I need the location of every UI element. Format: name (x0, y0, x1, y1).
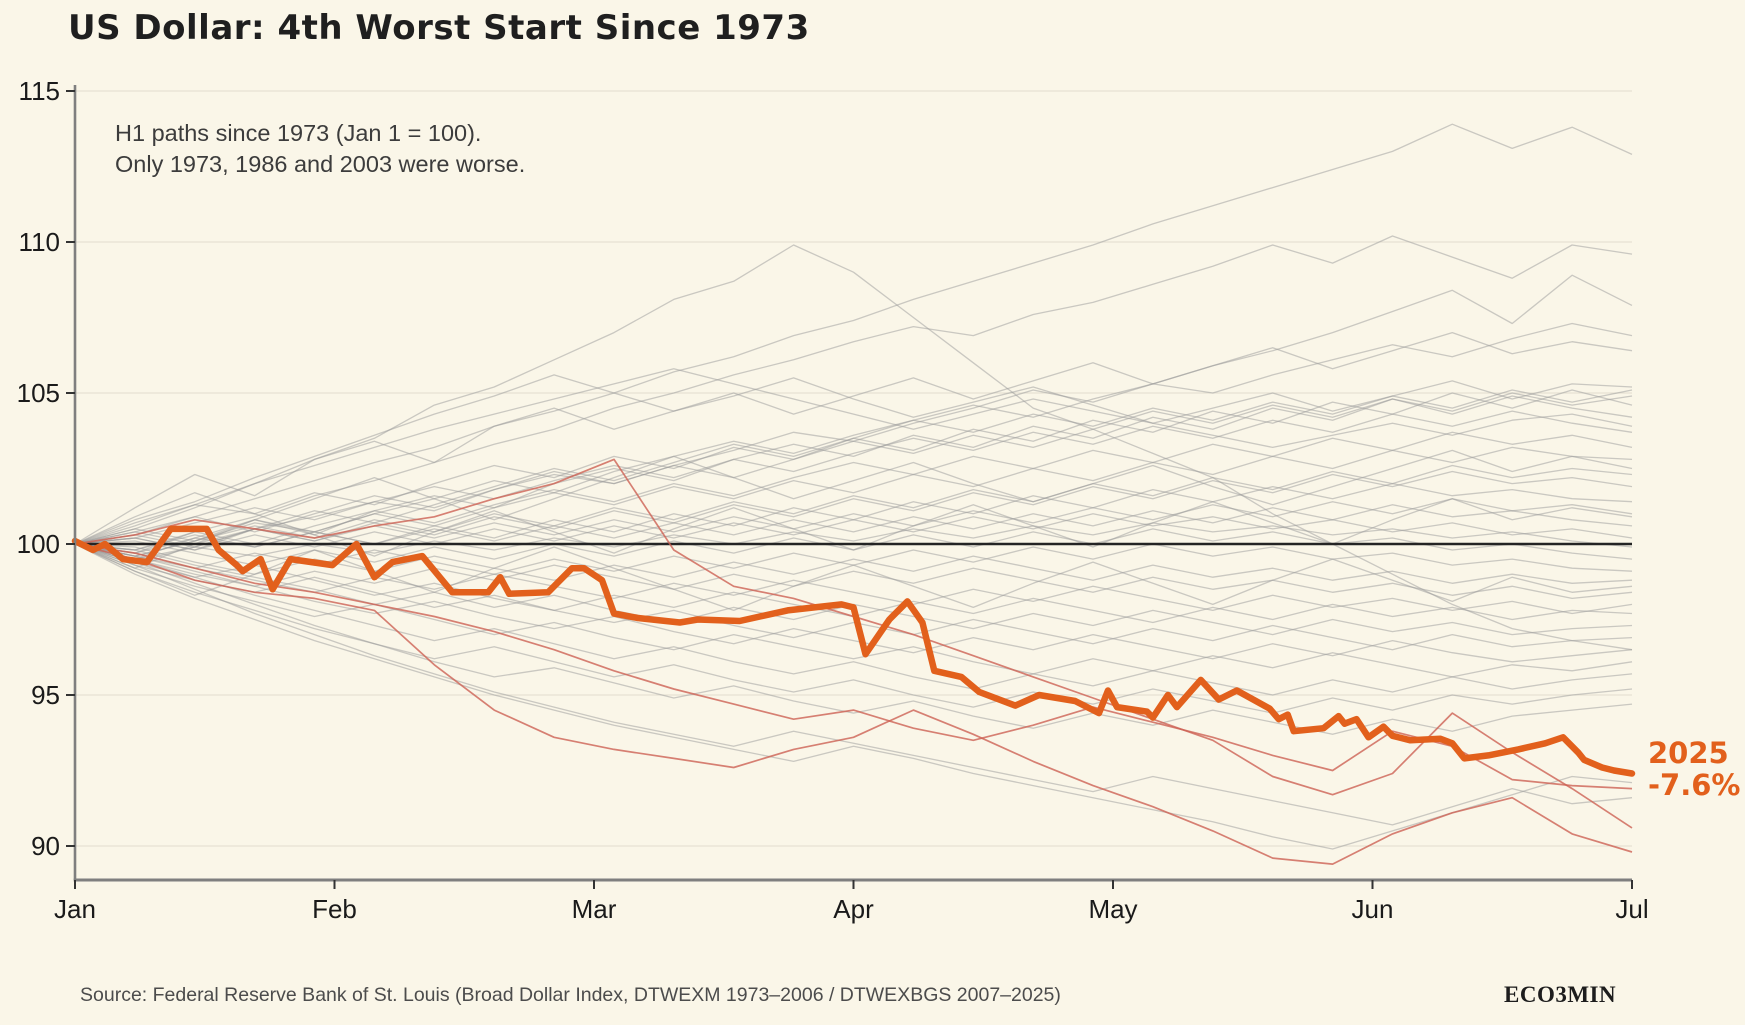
series-2025-change-label: -7.6% (1648, 768, 1741, 802)
background-year-path (74, 543, 1633, 735)
background-year-path (74, 374, 1633, 545)
y-tick-label: 90 (31, 831, 60, 861)
background-year-path (74, 392, 1633, 545)
source-credit: Source: Federal Reserve Bank of St. Loui… (80, 984, 1061, 1006)
annotation-line-2: Only 1973, 1986 and 2003 were worse. (115, 151, 526, 177)
y-tick-label: 95 (31, 680, 60, 710)
worse-year-path-1973 (74, 543, 1633, 865)
background-year-path (74, 543, 1633, 663)
background-year-path (74, 543, 1633, 826)
background-year-path (74, 123, 1633, 545)
series-2025-path (71, 525, 1636, 777)
x-tick-label: Jul (1615, 894, 1648, 924)
background-year-path (74, 322, 1633, 557)
worse-year-path-1986 (74, 458, 1633, 829)
chart-annotation: H1 paths since 1973 (Jan 1 = 100). Only … (115, 118, 525, 180)
background-year-path (74, 389, 1633, 545)
background-year-path (74, 504, 1633, 551)
background-year-path (74, 543, 1633, 600)
background-year-path (74, 543, 1633, 678)
y-tick-label: 100 (17, 529, 60, 559)
background-year-path (74, 543, 1633, 850)
worse-year-path-2003 (74, 543, 1633, 790)
background-year-path (74, 331, 1633, 545)
x-tick-label: Jan (54, 894, 96, 924)
background-year-path (74, 368, 1633, 545)
background-year-path (74, 492, 1633, 557)
background-year-path (74, 244, 1633, 651)
x-tick-label: Feb (312, 894, 357, 924)
y-tick-label: 105 (17, 378, 60, 408)
y-tick-label: 110 (19, 227, 60, 257)
x-tick-label: Jun (1352, 894, 1394, 924)
background-year-path (74, 470, 1633, 548)
background-year-path (74, 464, 1633, 557)
background-year-path (74, 543, 1633, 714)
x-tick-label: May (1088, 894, 1137, 924)
background-year-path (74, 543, 1633, 636)
background-year-path (74, 395, 1633, 560)
background-year-path (74, 410, 1633, 545)
background-year-path (74, 446, 1633, 545)
page-title: US Dollar: 4th Worst Start Since 1973 (68, 8, 810, 48)
background-year-path (74, 522, 1633, 560)
y-tick-label: 115 (19, 76, 60, 106)
x-tick-label: Apr (833, 894, 874, 924)
x-tick-label: Mar (572, 894, 617, 924)
background-year-path (74, 543, 1633, 696)
brand-logo: ECO3MIN (1504, 982, 1617, 1007)
background-year-path (74, 449, 1633, 569)
annotation-line-1: H1 paths since 1973 (Jan 1 = 100). (115, 120, 482, 146)
background-year-path (74, 543, 1633, 615)
background-year-path (74, 235, 1633, 554)
background-year-path (74, 431, 1633, 551)
series-2025-year-label: 2025 (1648, 736, 1729, 770)
background-year-path (74, 543, 1633, 612)
series-2025-end-label: 2025 -7.6% (1648, 737, 1740, 801)
